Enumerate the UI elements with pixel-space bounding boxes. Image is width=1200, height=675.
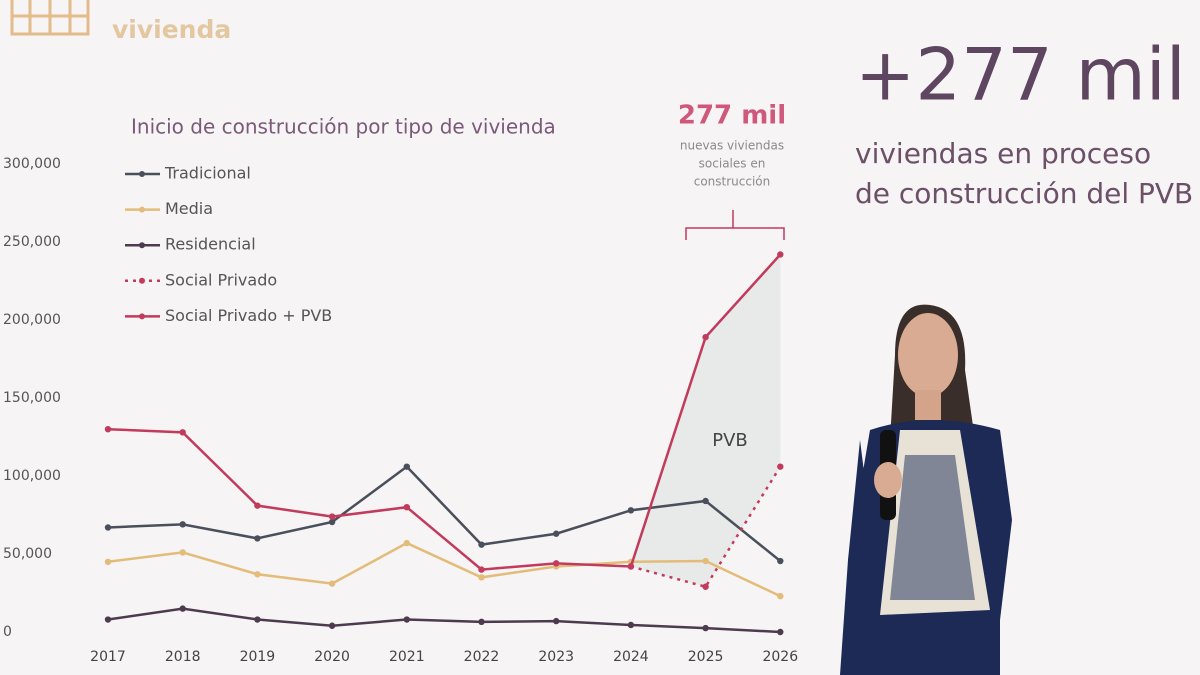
point <box>702 333 709 341</box>
point <box>777 463 784 470</box>
area-label: PVB <box>712 430 748 451</box>
annotation-text: sociales en <box>699 157 766 171</box>
point <box>254 616 261 623</box>
point <box>478 566 485 573</box>
point <box>627 563 635 570</box>
point <box>104 616 112 623</box>
x-tick-label: 2021 <box>389 649 425 665</box>
plot: 0 50,000 100,000 150,000 200,000 250,000 300,0… <box>3 156 798 665</box>
point <box>403 616 410 623</box>
point <box>478 574 485 581</box>
chart-title: Inicio de construcción por tipo de vivie… <box>131 115 556 139</box>
series-line <box>630 465 782 589</box>
legend-marker <box>139 206 145 213</box>
x-tick-label: 2023 <box>538 649 574 665</box>
point <box>777 592 784 600</box>
y-tick-label: 100,000 <box>3 468 61 484</box>
legend-label: Residencial <box>165 235 256 254</box>
side-text: viviendas en proceso <box>855 137 1151 170</box>
point <box>254 502 261 509</box>
point <box>627 621 635 629</box>
y-tick-label: 300,000 <box>3 156 61 172</box>
y-tick-label: 50,000 <box>3 546 52 562</box>
legend-label: Social Privado <box>165 270 277 289</box>
side-text: de construcción del PVB <box>855 177 1193 210</box>
x-tick-label: 2018 <box>165 649 201 665</box>
point <box>104 524 112 531</box>
point <box>777 557 784 565</box>
point <box>328 580 336 587</box>
legend-marker <box>139 277 145 284</box>
point <box>104 558 112 565</box>
point <box>777 251 784 258</box>
point <box>553 560 560 567</box>
legend-marker <box>139 171 145 177</box>
point <box>478 618 485 626</box>
x-tick-label: 2020 <box>314 649 350 665</box>
series-line <box>107 607 781 634</box>
point <box>553 530 560 537</box>
legend-label: Tradicional <box>164 164 251 183</box>
point <box>403 463 410 470</box>
point <box>702 557 709 565</box>
point <box>179 429 186 436</box>
x-tick-label: 2019 <box>240 649 276 665</box>
series-line <box>107 253 782 571</box>
legend-marker <box>139 242 145 249</box>
x-tick-label: 2022 <box>464 649 500 665</box>
point <box>702 497 709 505</box>
point <box>254 535 261 542</box>
y-tick-label: 250,000 <box>3 234 61 250</box>
y-tick-label: 150,000 <box>3 390 61 406</box>
x-tick-label: 2026 <box>762 649 798 665</box>
point <box>104 426 112 433</box>
point <box>179 605 186 612</box>
x-tick-label: 2025 <box>688 649 724 665</box>
x-tick-label: 2017 <box>90 649 126 665</box>
point <box>403 504 410 511</box>
side-headline: +277 mil <box>855 33 1186 117</box>
point <box>254 571 261 578</box>
legend-label: Media <box>165 199 213 218</box>
series-line <box>107 541 781 598</box>
point <box>627 507 635 514</box>
annotation-title: 277 mil <box>678 101 786 131</box>
logo-icon <box>10 0 90 36</box>
pvb-area <box>630 254 781 587</box>
annotation-text: nuevas viviendas <box>680 139 784 153</box>
point <box>328 622 336 629</box>
y-tick-label: 200,000 <box>3 312 61 328</box>
legend-marker <box>139 313 145 320</box>
point <box>702 624 709 632</box>
x-tick-label: 2024 <box>613 649 649 665</box>
point <box>553 617 560 625</box>
annotation-brace <box>685 210 785 240</box>
annotation-text: construcción <box>694 175 771 189</box>
point <box>328 518 336 526</box>
point <box>328 513 336 520</box>
presenter <box>840 304 1012 675</box>
y-tick-label: 0 <box>3 624 12 640</box>
legend-label: Social Privado + PVB <box>165 306 332 325</box>
point <box>777 628 784 636</box>
point <box>179 549 186 556</box>
series-line <box>107 464 782 562</box>
point <box>403 539 410 547</box>
header-title: vivienda <box>112 15 231 44</box>
point <box>478 541 485 548</box>
point <box>179 521 186 528</box>
point <box>702 583 709 590</box>
